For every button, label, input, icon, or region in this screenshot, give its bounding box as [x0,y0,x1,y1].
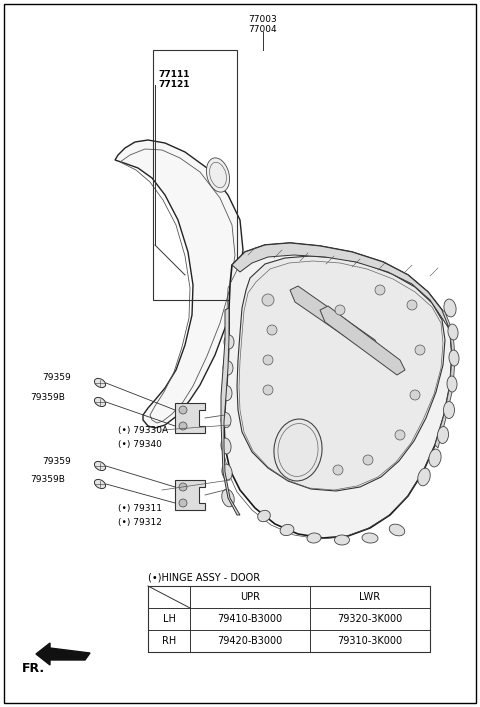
Polygon shape [115,140,243,428]
Ellipse shape [448,324,458,340]
Circle shape [410,390,420,400]
Text: UPR: UPR [240,592,260,602]
Text: (•) 79312: (•) 79312 [118,518,162,527]
Text: (•) 79311: (•) 79311 [118,505,162,513]
Polygon shape [175,403,205,433]
Ellipse shape [362,533,378,543]
Ellipse shape [221,438,231,454]
Ellipse shape [206,158,229,192]
Circle shape [395,430,405,440]
Text: RH: RH [162,636,176,646]
Circle shape [333,465,343,475]
Ellipse shape [222,385,232,400]
Text: 79420-B3000: 79420-B3000 [217,636,283,646]
Polygon shape [320,306,405,375]
Text: 79320-3K000: 79320-3K000 [337,614,403,624]
Circle shape [179,483,187,491]
Ellipse shape [429,449,441,467]
Polygon shape [435,310,455,448]
Circle shape [335,305,345,315]
Ellipse shape [444,299,456,317]
Polygon shape [221,308,240,515]
Circle shape [263,385,273,395]
Ellipse shape [95,462,106,471]
Polygon shape [50,648,90,660]
Ellipse shape [447,376,457,392]
Ellipse shape [437,426,448,443]
Polygon shape [232,243,450,330]
Circle shape [415,345,425,355]
Ellipse shape [95,479,106,489]
Text: (•) 79340: (•) 79340 [118,440,162,448]
Polygon shape [224,243,452,538]
Text: 79359: 79359 [42,457,71,467]
Text: (•)HINGE ASSY - DOOR: (•)HINGE ASSY - DOOR [148,572,260,582]
Circle shape [263,355,273,365]
Polygon shape [290,286,380,355]
Ellipse shape [274,419,322,481]
Ellipse shape [449,350,459,366]
Ellipse shape [95,397,106,407]
Text: 77111
77121: 77111 77121 [158,70,190,89]
Ellipse shape [418,468,430,486]
Polygon shape [237,256,445,491]
Ellipse shape [444,402,455,419]
Text: 79359B: 79359B [30,476,65,484]
Polygon shape [175,480,205,510]
Ellipse shape [224,335,234,349]
Text: LH: LH [163,614,175,624]
Text: (•) 79330A: (•) 79330A [118,426,168,435]
Circle shape [179,422,187,430]
Ellipse shape [221,412,231,428]
Circle shape [179,499,187,507]
Circle shape [375,285,385,295]
Bar [148,586,430,652]
Ellipse shape [222,464,232,480]
Circle shape [262,294,274,306]
Text: LWR: LWR [360,592,381,602]
Text: 79310-3K000: 79310-3K000 [337,636,403,646]
Text: 79410-B3000: 79410-B3000 [217,614,283,624]
Bar [153,50,237,300]
Circle shape [267,325,277,335]
Text: 79359: 79359 [42,373,71,382]
Text: 77003
77004: 77003 77004 [249,15,277,35]
Text: FR.: FR. [22,662,45,674]
Polygon shape [36,643,50,665]
Ellipse shape [389,524,405,536]
Circle shape [179,406,187,414]
Ellipse shape [95,378,106,387]
Circle shape [407,300,417,310]
Text: 79359B: 79359B [30,392,65,402]
Ellipse shape [222,489,234,507]
Ellipse shape [280,525,294,536]
Circle shape [363,455,373,465]
Ellipse shape [307,533,321,543]
Ellipse shape [258,510,270,522]
Ellipse shape [223,361,233,375]
Ellipse shape [335,535,349,545]
